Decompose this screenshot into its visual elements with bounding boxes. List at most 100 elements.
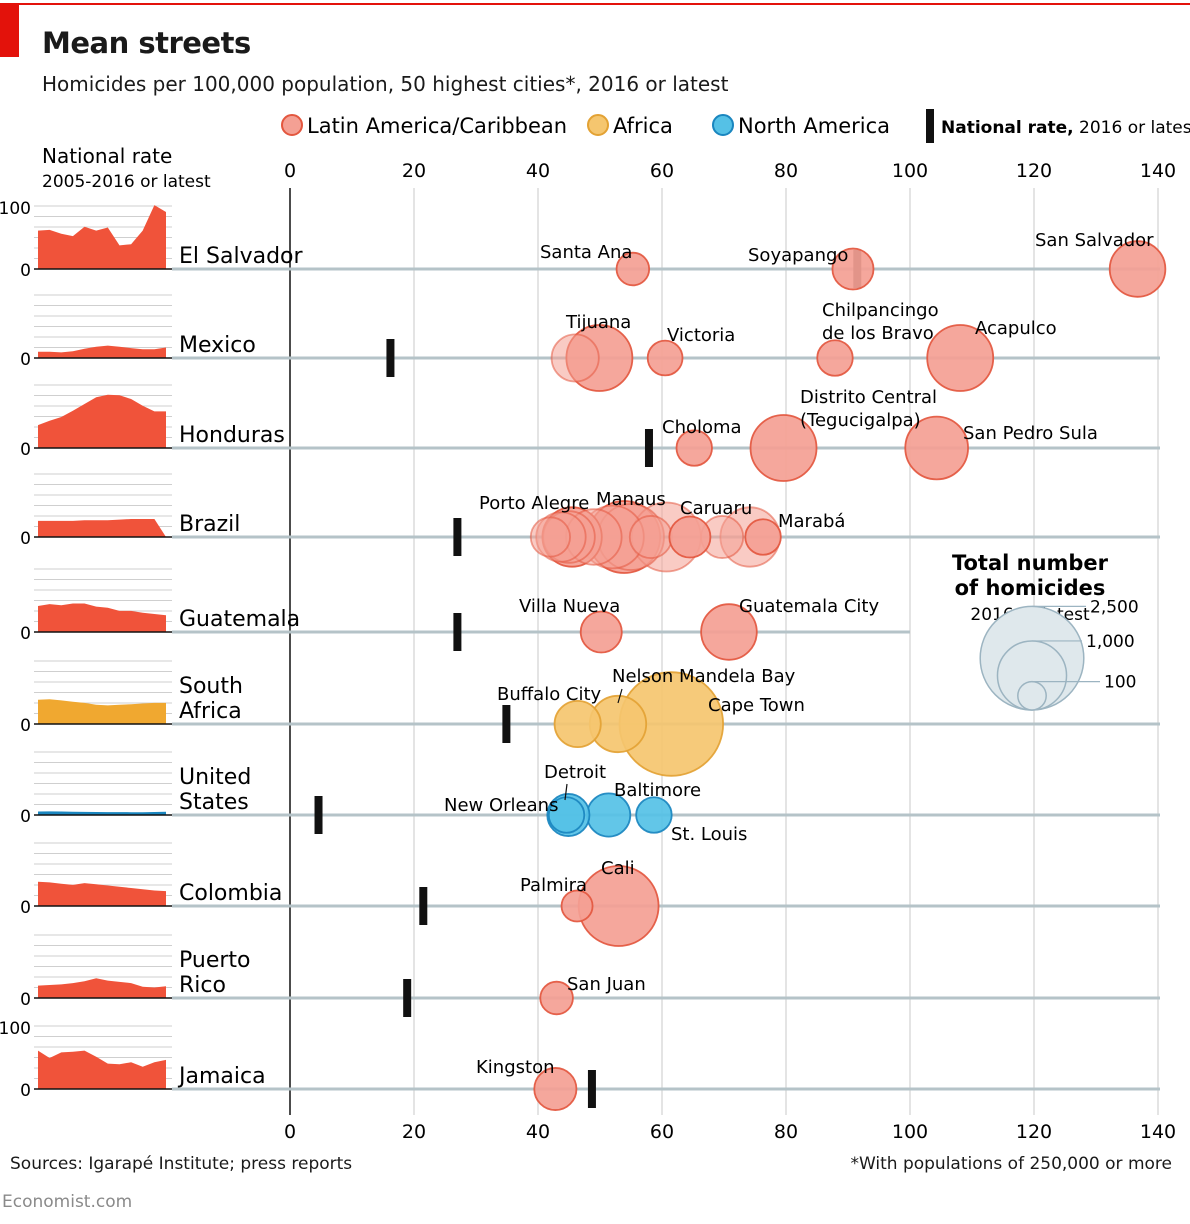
national-rate-marker: [386, 339, 395, 377]
city-bubble: [646, 339, 684, 377]
spark-tick-zero: 0: [20, 716, 31, 736]
city-bubble: [816, 339, 854, 377]
chart-title: Mean streets: [42, 26, 251, 60]
city-label: San Salvador: [1035, 230, 1154, 251]
sparklines: 0 100 0 0 0 0 0 0 0 0 0 100: [0, 199, 172, 1101]
city-label: Nelson Mandela Bay: [612, 666, 796, 687]
city-label: Kingston: [476, 1057, 555, 1078]
country-name-line: Africa: [179, 699, 242, 724]
city-bubble: [831, 247, 875, 291]
national-rate-marker: [453, 613, 462, 651]
leader-line: [617, 688, 623, 704]
city-label: Detroit: [544, 762, 606, 783]
region-legend: Latin America/Caribbean Africa North Ameri…: [42, 109, 1190, 192]
x-tick-label-top: 60: [650, 160, 674, 182]
x-tick-label-bottom: 60: [650, 1121, 674, 1143]
legend-swatch: [281, 114, 303, 136]
city-bubble: [675, 429, 713, 467]
country-name: South Africa: [179, 674, 243, 724]
size-legend-title: Total number: [952, 551, 1109, 575]
economist-red-tag: [0, 5, 19, 57]
x-tick-label-bottom: 0: [284, 1121, 296, 1143]
x-tick-label-top: 20: [402, 160, 426, 182]
city-bubble: [615, 251, 651, 287]
country-name: Jamaica: [177, 1064, 266, 1089]
country-name: Colombia: [179, 881, 282, 906]
city-label: Santa Ana: [540, 242, 632, 263]
city-label: San Pedro Sula: [963, 423, 1098, 444]
brand-credit: Economist.com: [2, 1192, 133, 1212]
leader-line: [564, 783, 568, 801]
spark-tick-zero: 0: [20, 990, 31, 1010]
city-bubble: [579, 610, 623, 654]
size-legend-title: of homicides: [955, 576, 1106, 600]
city-label: New Orleans: [444, 795, 558, 816]
sparkline-area: [38, 394, 166, 448]
country-name: Puerto Rico: [179, 948, 251, 998]
city-label: San Juan: [567, 974, 646, 995]
legend-national-rate-label: National rate, 2016 or latest: [941, 118, 1190, 138]
city-label: Cali: [601, 858, 635, 879]
city-label: Cape Town: [708, 695, 805, 716]
spark-tick-hundred: 100: [0, 199, 31, 219]
city-bubble: [668, 515, 712, 559]
city-bubble: [529, 516, 571, 558]
spark-header-title: National rate: [42, 144, 172, 168]
sparkline-area: [38, 881, 166, 906]
country-name: Guatemala: [179, 607, 300, 632]
x-tick-label-top: 80: [774, 160, 798, 182]
x-tick-label-bottom: 20: [402, 1121, 426, 1143]
legend-national-rate-bold: National rate,: [941, 118, 1074, 138]
national-rate-marker: [453, 518, 462, 556]
city-labels: Santa Ana Soyapango San Salvador Tijuana Vic…: [444, 230, 1154, 1078]
country-name: United States: [179, 765, 251, 815]
legend-label: Africa: [613, 114, 673, 138]
x-tick-label-bottom: 120: [1016, 1121, 1052, 1143]
x-tick-label-bottom: 40: [526, 1121, 550, 1143]
size-legend-value: 2,500: [1090, 597, 1139, 617]
national-rate-marker: [587, 1070, 596, 1108]
country-name-line: Puerto: [179, 948, 251, 973]
spark-tick-zero: 0: [20, 624, 31, 644]
country-name-line: United: [179, 765, 251, 790]
spark-tick-zero: 0: [20, 261, 31, 281]
national-rate-marker: [502, 705, 511, 743]
country-name-line: Honduras: [179, 423, 285, 448]
x-tick-label-top: 120: [1016, 160, 1052, 182]
x-tick-label-top: 40: [526, 160, 550, 182]
country-rows: El Salvador Mexico Honduras Brazil Guatemala…: [172, 244, 1160, 1108]
national-rate-marker: [419, 887, 428, 925]
city-bubble: [550, 333, 600, 383]
city-label: Palmira: [520, 875, 587, 896]
city-label: Marabá: [778, 511, 845, 532]
size-legend-bubble: [1017, 680, 1047, 711]
legend-national-rate-rest: 2016 or latest: [1074, 118, 1190, 138]
country-name: Mexico: [179, 333, 256, 358]
country-name-line: States: [179, 790, 249, 815]
x-tick-label-bottom: 140: [1140, 1121, 1176, 1143]
city-bubble: [560, 889, 594, 923]
city-bubbles: [529, 240, 1167, 1111]
sparkline-area: [38, 811, 166, 815]
city-label: Buffalo City: [497, 684, 602, 705]
spark-tick-zero: 0: [20, 529, 31, 549]
city-label: Tijuana: [565, 312, 631, 333]
size-legend-value: 1,000: [1086, 632, 1135, 652]
top-rule: [0, 3, 1190, 5]
country-name-line: Colombia: [179, 881, 282, 906]
city-bubble: [744, 518, 782, 556]
city-label: Guatemala City: [739, 596, 879, 617]
size-legend-value: 100: [1104, 673, 1136, 693]
country-name-line: South: [179, 674, 243, 699]
country-name-line: Jamaica: [177, 1064, 266, 1089]
city-bubble: [1108, 240, 1167, 298]
country-name: Honduras: [179, 423, 285, 448]
country-name-line: El Salvador: [179, 244, 303, 269]
sparkline-area: [38, 978, 166, 998]
spark-header-subtitle: 2005-2016 or latest: [42, 172, 211, 192]
city-label: Victoria: [667, 325, 735, 346]
city-bubble: [533, 1067, 578, 1111]
x-tick-label-top: 100: [892, 160, 928, 182]
country-name: El Salvador: [179, 244, 303, 269]
